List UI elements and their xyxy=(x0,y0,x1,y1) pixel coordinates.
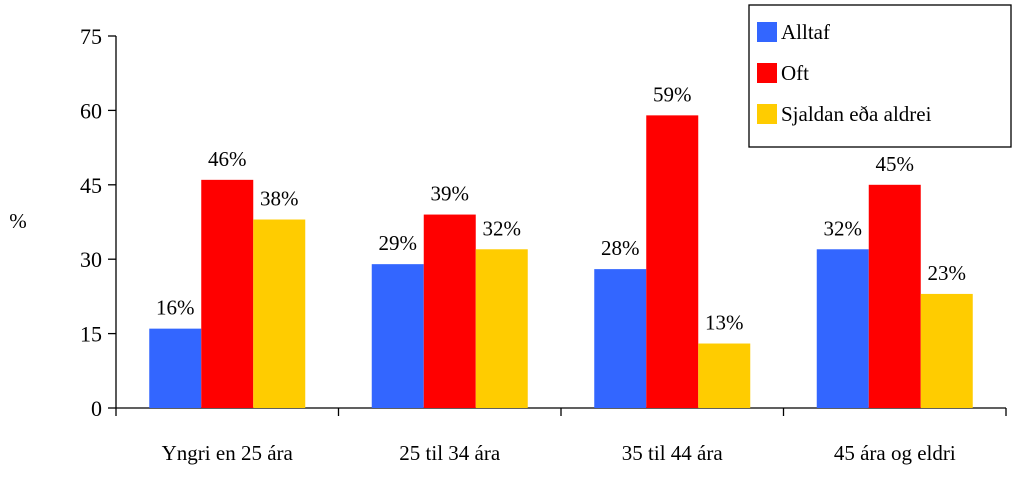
bar xyxy=(423,214,476,408)
y-axis-title: % xyxy=(9,209,27,233)
data-label: 13% xyxy=(705,311,744,335)
legend-swatch xyxy=(757,22,777,42)
legend-label: Sjaldan eða aldrei xyxy=(781,102,932,126)
legend-swatch xyxy=(757,63,777,83)
legend-label: Oft xyxy=(781,61,809,85)
legend-box xyxy=(748,4,1012,148)
data-label: 32% xyxy=(824,216,863,240)
y-tick-label: 60 xyxy=(80,98,102,123)
y-tick-label: 0 xyxy=(91,396,102,421)
data-label: 38% xyxy=(260,187,299,211)
data-label: 29% xyxy=(379,231,418,255)
data-label: 32% xyxy=(483,216,522,240)
bar xyxy=(475,249,528,408)
data-label: 45% xyxy=(876,152,915,176)
x-category-label: 35 til 44 ára xyxy=(622,441,724,465)
bar xyxy=(594,269,647,408)
y-tick-label: 75 xyxy=(80,24,102,49)
y-tick-label: 30 xyxy=(80,247,102,272)
bar xyxy=(920,293,973,408)
bar xyxy=(698,343,751,408)
labels-layer: 16% 46% 38% Yngri en 25 ára 29% 39% 32% 25 til … xyxy=(156,82,966,465)
bar xyxy=(149,328,202,408)
bar xyxy=(253,219,306,408)
legend-swatch xyxy=(757,104,777,124)
data-label: 46% xyxy=(208,147,247,171)
legend-label: Alltaf xyxy=(781,20,830,44)
y-tick-label: 15 xyxy=(80,322,102,347)
data-label: 39% xyxy=(431,182,470,206)
legend: Alltaf Oft Sjaldan eða aldrei xyxy=(748,4,1012,148)
x-category-label: 45 ára og eldri xyxy=(834,441,956,465)
x-category-label: 25 til 34 ára xyxy=(399,441,501,465)
bars-layer xyxy=(149,115,973,409)
data-label: 28% xyxy=(601,236,640,260)
bar xyxy=(646,115,699,409)
y-tick-label: 45 xyxy=(80,173,102,198)
x-category-label: Yngri en 25 ára xyxy=(162,441,294,465)
data-label: 59% xyxy=(653,82,692,106)
bar xyxy=(816,249,869,408)
bar xyxy=(201,179,254,408)
bar xyxy=(371,264,424,408)
data-label: 23% xyxy=(928,261,967,285)
data-label: 16% xyxy=(156,296,195,320)
bar xyxy=(868,184,921,408)
